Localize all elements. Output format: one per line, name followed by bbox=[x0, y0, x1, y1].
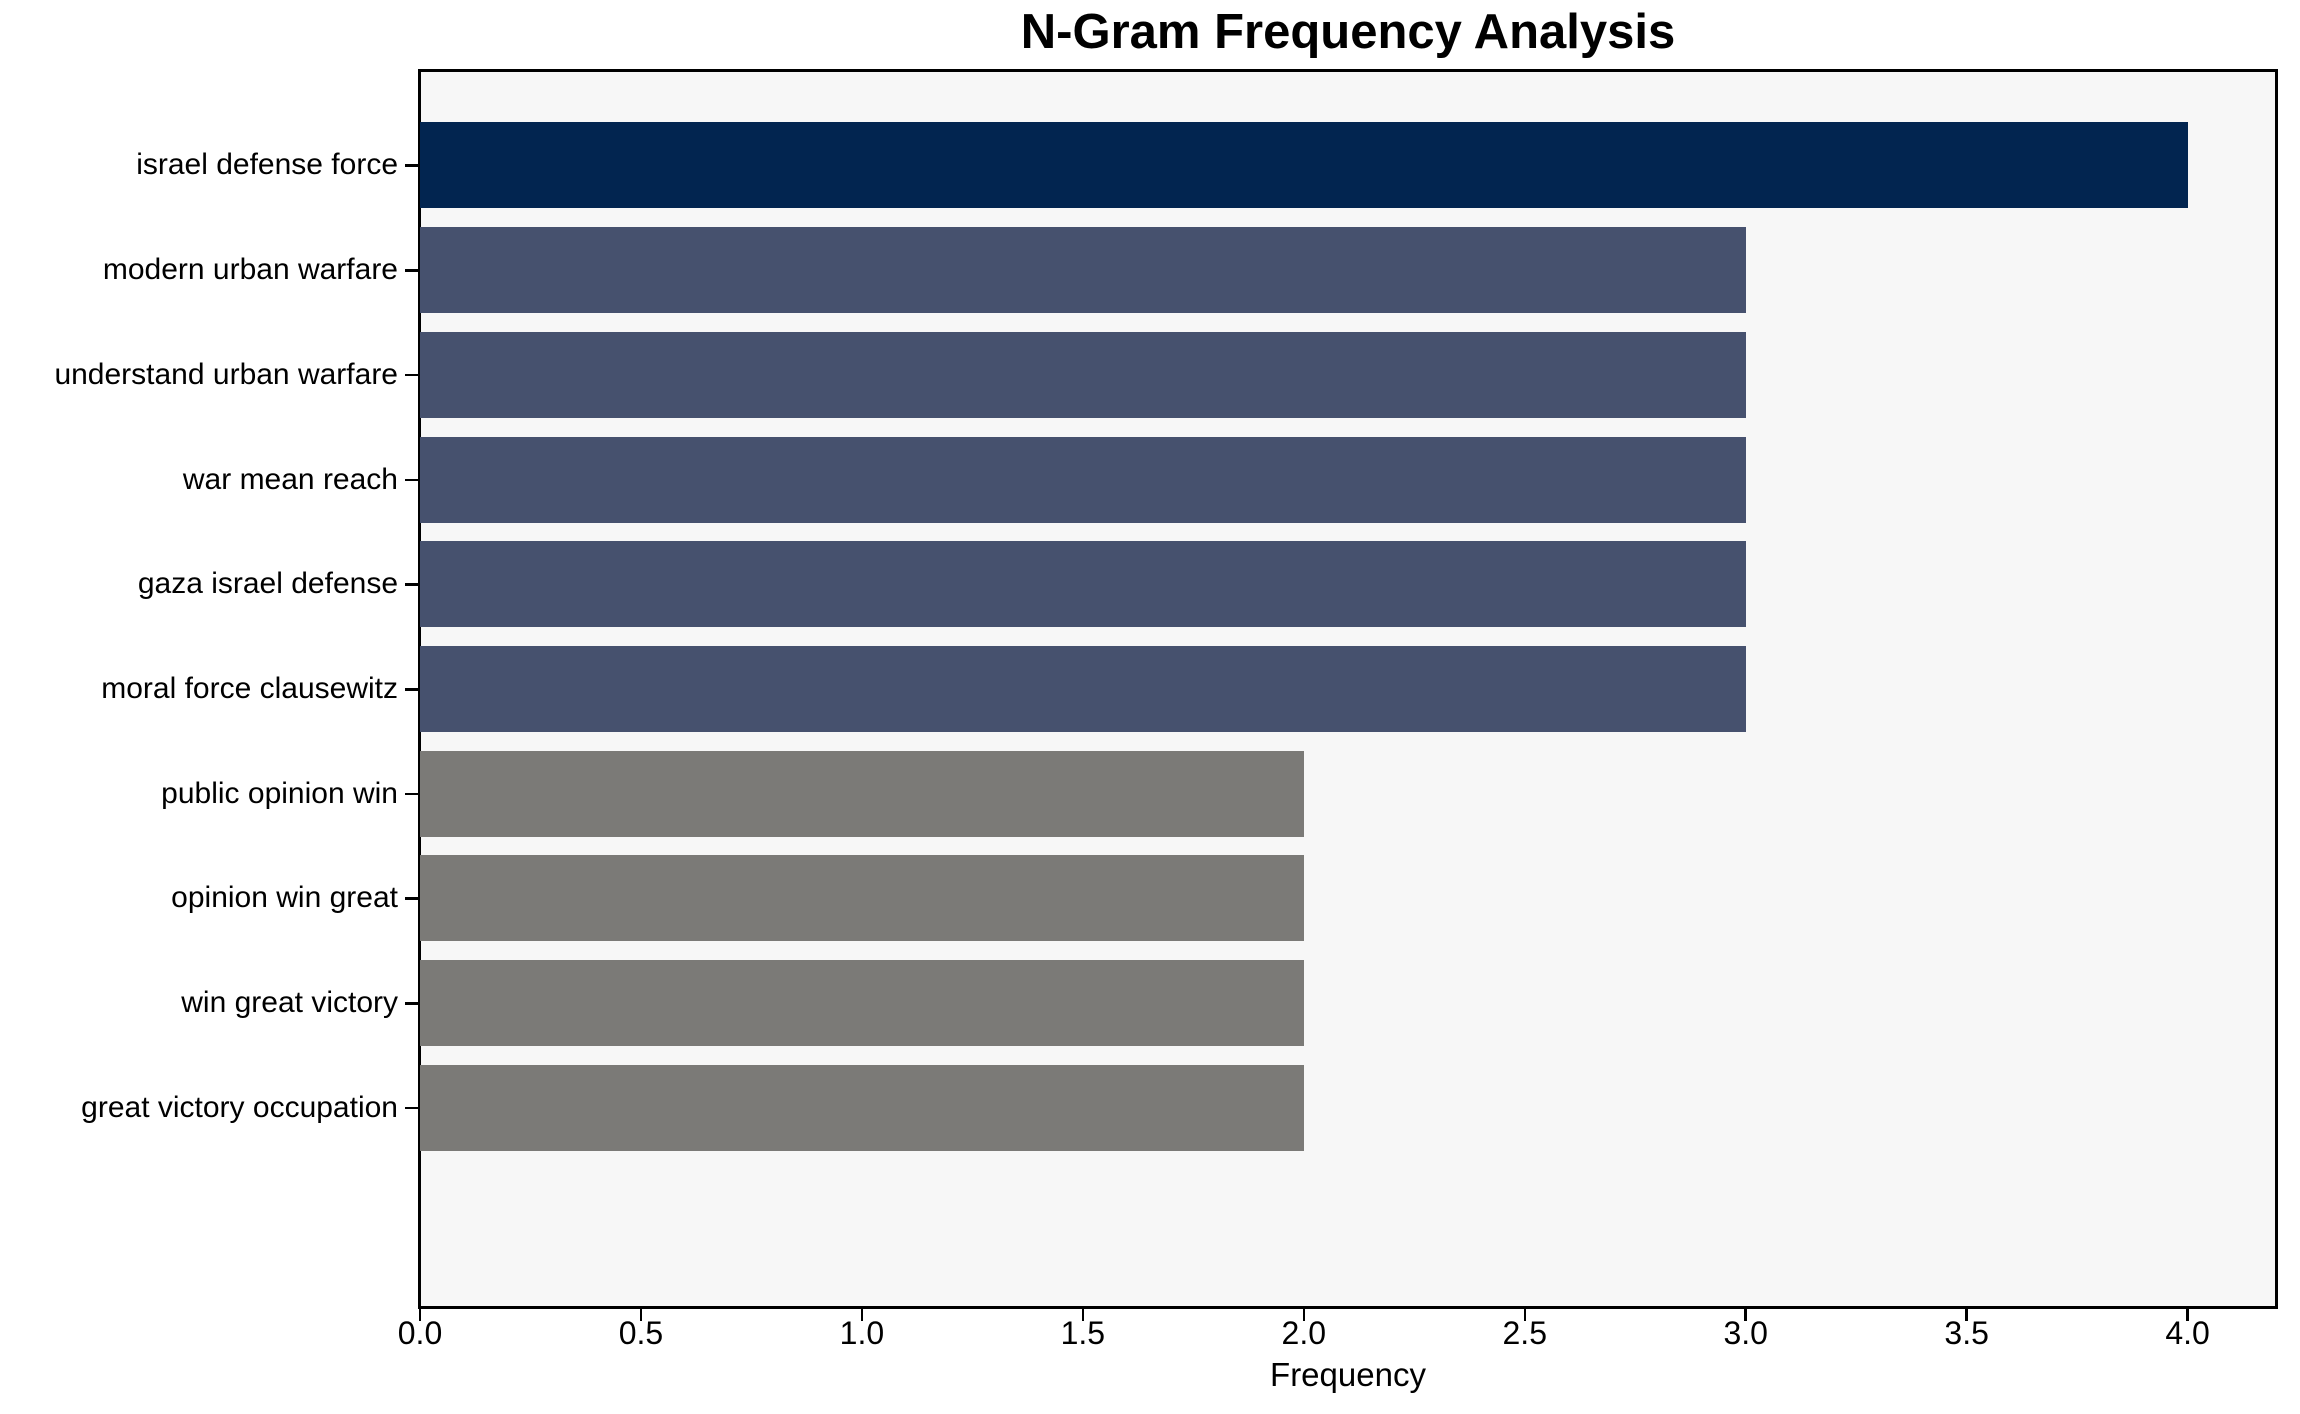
y-tick-label: opinion win great bbox=[171, 881, 398, 915]
bar-public-opinion-win bbox=[420, 750, 1304, 837]
bar-modern-urban-warfare bbox=[420, 227, 1746, 314]
bar-gaza-israel-defense bbox=[420, 541, 1746, 628]
chart-title: N-Gram Frequency Analysis bbox=[1020, 5, 1676, 59]
x-axis-label: Frequency bbox=[1270, 1356, 1426, 1393]
bar-opinion-win-great bbox=[420, 855, 1304, 942]
x-tick-label: 1.5 bbox=[1060, 1315, 1106, 1351]
bar-moral-force-clausewitz bbox=[420, 646, 1746, 732]
y-tick-mark bbox=[405, 1106, 420, 1110]
x-tick-label: 0.0 bbox=[397, 1315, 443, 1351]
x-tick-mark bbox=[1302, 1307, 1306, 1321]
y-tick-mark bbox=[405, 1002, 420, 1005]
y-tick-label: gaza israel defense bbox=[137, 567, 398, 601]
y-tick-mark bbox=[405, 269, 420, 272]
y-tick-label: understand urban warfare bbox=[54, 357, 398, 391]
y-tick-label: moral force clausewitz bbox=[101, 672, 398, 705]
x-tick-mark bbox=[418, 1307, 422, 1321]
x-tick-mark bbox=[860, 1307, 864, 1321]
x-tick-mark bbox=[1965, 1307, 1968, 1321]
y-tick-mark bbox=[405, 792, 420, 796]
x-tick-label: 2.0 bbox=[1281, 1315, 1327, 1351]
y-tick-mark bbox=[405, 478, 420, 482]
x-tick-mark bbox=[2186, 1307, 2189, 1321]
x-tick-mark bbox=[1081, 1307, 1085, 1321]
x-tick-label: 0.5 bbox=[618, 1315, 664, 1351]
x-tick-label: 4.0 bbox=[2165, 1315, 2210, 1351]
plot-area bbox=[418, 69, 2278, 1309]
y-tick-mark bbox=[405, 373, 420, 377]
bar-win-great-victory bbox=[420, 960, 1304, 1047]
y-tick-label: israel defense force bbox=[136, 148, 398, 182]
y-tick-mark bbox=[405, 897, 420, 900]
y-tick-mark bbox=[405, 583, 420, 586]
bar-war-mean-reach bbox=[420, 436, 1746, 523]
x-tick-mark bbox=[639, 1307, 643, 1321]
x-tick-mark bbox=[1523, 1307, 1526, 1321]
x-tick-label: 2.5 bbox=[1502, 1315, 1547, 1351]
y-tick-mark bbox=[405, 688, 420, 691]
x-tick-label: 3.0 bbox=[1723, 1315, 1768, 1351]
y-tick-label: war mean reach bbox=[182, 462, 398, 496]
y-tick-label: modern urban warfare bbox=[102, 253, 398, 287]
bar-great-victory-occupation bbox=[420, 1064, 1304, 1151]
bar-understand-urban-warfare bbox=[420, 331, 1746, 418]
bar-israel-defense-force bbox=[420, 122, 2188, 209]
x-tick-label: 1.0 bbox=[839, 1315, 885, 1351]
y-tick-mark bbox=[405, 164, 420, 167]
x-tick-mark bbox=[1744, 1307, 1747, 1321]
x-tick-label: 3.5 bbox=[1944, 1315, 1989, 1351]
y-tick-label: win great victory bbox=[181, 986, 398, 1020]
y-tick-label: public opinion win bbox=[161, 776, 398, 810]
y-tick-label: great victory occupation bbox=[81, 1090, 398, 1124]
